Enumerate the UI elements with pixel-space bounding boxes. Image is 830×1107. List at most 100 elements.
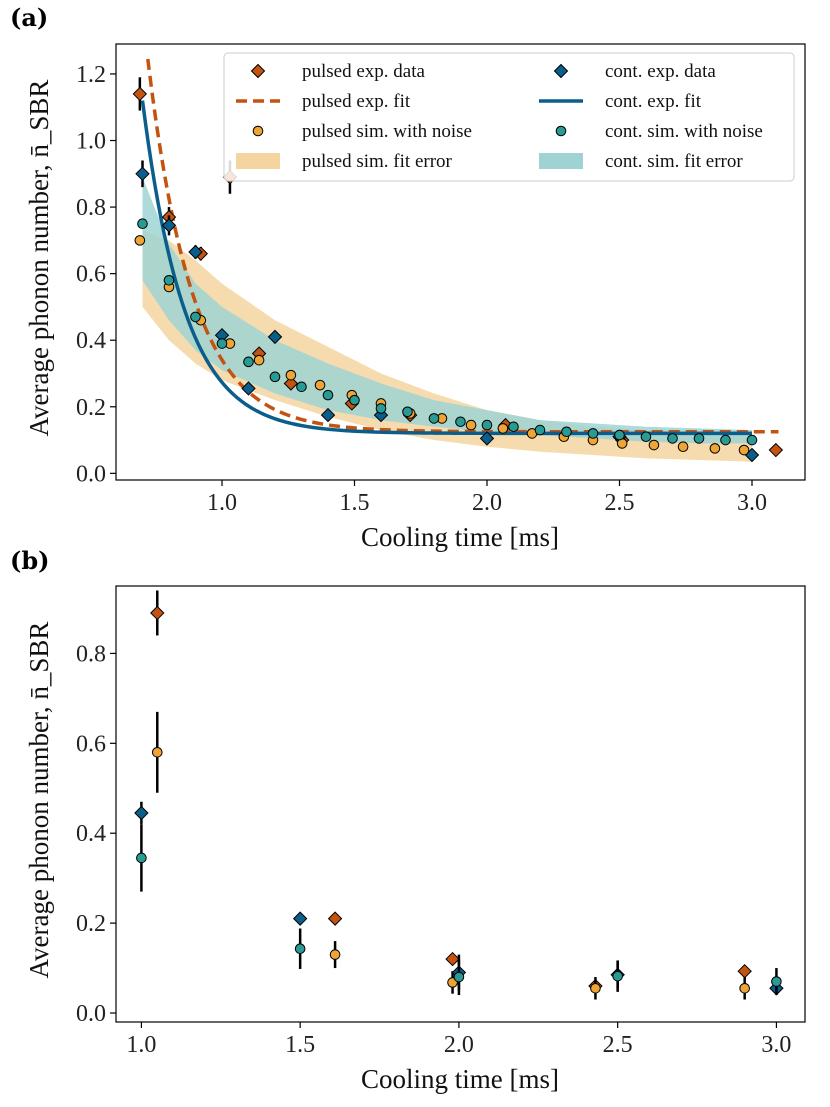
y-tick-label: 0.8 — [76, 195, 106, 221]
legend-entry-cont-exp-data: cont. exp. data — [553, 61, 716, 82]
data-point — [137, 218, 148, 230]
legend-entry-pulsed-exp-data: pulsed exp. data — [250, 61, 426, 82]
data-point — [253, 354, 265, 366]
y-tick-label: 0.0 — [76, 461, 106, 487]
data-point — [508, 421, 519, 433]
data-point — [612, 970, 623, 982]
data-point — [640, 431, 652, 443]
data-point — [445, 951, 460, 967]
data-point — [292, 911, 308, 926]
data-point — [190, 311, 201, 323]
legend-handle — [236, 153, 280, 169]
data-point — [241, 381, 256, 396]
x-tick-label: 2.5 — [605, 490, 635, 516]
x-axis-title-b: Cooling time [ms] — [361, 1064, 559, 1094]
data-point — [693, 433, 705, 444]
cont-sim-with-noise-series — [137, 218, 758, 446]
data-point — [465, 419, 477, 431]
data-point — [135, 166, 150, 182]
x-tick-label: 1.5 — [340, 490, 370, 516]
data-point — [269, 371, 281, 383]
plot-area-b — [134, 590, 784, 1000]
chart-panel-b: 1.0 1.5 2.0 2.5 3.0 0.0 0.2 0.4 0.6 0.8 — [76, 585, 806, 1058]
legend-entry-cont-exp-fit: cont. exp. fit — [539, 91, 702, 112]
data-point — [322, 389, 334, 401]
data-point — [771, 976, 782, 987]
x-tick-label: 1.0 — [126, 1032, 156, 1058]
legend-label: pulsed sim. with noise — [302, 121, 472, 142]
legend-box — [223, 52, 795, 182]
legend-label: cont. exp. fit — [605, 91, 702, 112]
data-point — [768, 442, 784, 458]
data-point — [402, 406, 413, 418]
pulsed-sim-with-noise-series — [134, 235, 750, 456]
pulsed-exp-data-series — [150, 590, 752, 994]
data-point — [267, 329, 283, 345]
legend-label: pulsed exp. fit — [302, 91, 411, 112]
x-tick-label: 1.0 — [207, 490, 237, 516]
legend-label: pulsed exp. data — [302, 61, 426, 82]
cont-sim-with-noise-series — [136, 824, 782, 996]
legend-label: cont. sim. with noise — [605, 121, 763, 142]
y-axis-title-b: Average phonon number, n̄_SBR — [24, 622, 54, 979]
data-point — [667, 433, 678, 444]
legend-handle — [252, 125, 264, 137]
data-point — [150, 605, 165, 621]
y-tick-label: 1.0 — [76, 129, 106, 155]
legend-entry-pulsed-sim-with-noise: pulsed sim. with noise — [252, 121, 472, 142]
x-tick-label: 3.0 — [761, 1032, 791, 1058]
cont-exp-fit-line — [140, 100, 752, 436]
data-point — [428, 413, 440, 424]
legend-handle — [555, 125, 567, 137]
axes-frame-b — [115, 585, 806, 1023]
data-point — [648, 439, 660, 451]
y-tick-label: 0.6 — [76, 262, 106, 288]
x-tick-label: 3.0 — [737, 490, 767, 516]
data-point — [320, 407, 336, 423]
legend-handle — [553, 63, 569, 79]
panel-label-b: (b) — [10, 546, 50, 575]
data-point — [216, 338, 228, 349]
data-point — [349, 394, 360, 406]
data-point — [587, 428, 599, 439]
data-point — [296, 381, 307, 393]
data-point — [134, 235, 146, 246]
legend-handle — [539, 153, 583, 169]
x-tick-label: 2.5 — [603, 1032, 633, 1058]
pulsed-sim-fit-error-band — [142, 230, 752, 462]
data-point — [294, 943, 306, 955]
data-point — [163, 275, 175, 286]
data-point — [677, 441, 689, 453]
data-point — [243, 356, 254, 368]
y-tick-label: 0.4 — [76, 328, 106, 354]
x-tick-label: 1.5 — [285, 1032, 315, 1058]
data-point — [738, 444, 750, 456]
legend-label: cont. exp. data — [605, 61, 716, 82]
y-tick-label: 0.4 — [76, 821, 106, 847]
data-point — [285, 369, 297, 381]
data-point — [746, 434, 758, 446]
y-tick-label: 0.0 — [76, 1001, 106, 1027]
x-axis-title-a: Cooling time [ms] — [361, 522, 559, 552]
y-tick-label: 0.8 — [76, 641, 106, 667]
data-point — [534, 424, 546, 436]
data-point — [479, 431, 495, 446]
data-point — [327, 911, 343, 926]
axes-frame-a — [115, 43, 806, 481]
data-point — [134, 805, 149, 821]
y-axis-title-a: Average phonon number, n̄_SBR — [24, 80, 54, 437]
data-point — [720, 434, 731, 446]
data-point — [375, 403, 387, 414]
data-point — [132, 86, 148, 102]
legend-entry-cont-sim-with-noise: cont. sim. with noise — [555, 121, 763, 142]
legend-label: cont. sim. fit error — [605, 151, 743, 172]
data-point — [481, 419, 493, 431]
data-point — [188, 244, 203, 260]
legend-entry-cont-sim-fit-error: cont. sim. fit error — [539, 151, 743, 172]
data-point — [739, 982, 750, 994]
legend-entry-pulsed-exp-fit: pulsed exp. fit — [236, 91, 411, 112]
data-point — [709, 443, 721, 454]
chart-panel-a: 1.0 1.5 2.0 2.5 3.0 0.0 0.2 0.4 0.6 0.8 1.0 1.2 puls… — [76, 43, 806, 516]
data-point — [737, 964, 752, 979]
